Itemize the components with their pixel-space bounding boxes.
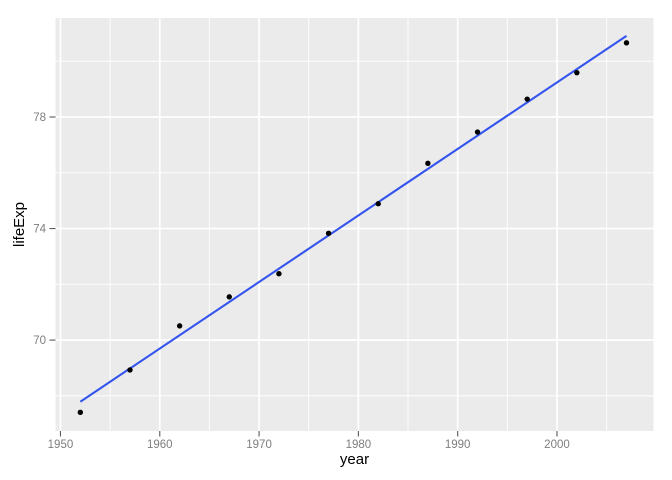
data-point	[127, 367, 133, 373]
minor-gridlines	[55, 18, 654, 431]
x-tick-label: 2000	[544, 439, 570, 451]
plot-panel	[55, 18, 654, 431]
trend-line-layer	[79, 34, 628, 403]
y-axis-title: lifeExp	[11, 202, 28, 247]
data-point	[226, 294, 232, 300]
y-tick-label: 74	[33, 224, 46, 236]
data-point	[375, 201, 381, 207]
trend-line	[79, 34, 628, 403]
y-tick-label: 78	[33, 112, 46, 124]
data-point	[425, 160, 431, 166]
major-gridlines	[55, 18, 654, 431]
data-point	[276, 271, 282, 277]
x-tick-label: 1960	[147, 439, 173, 451]
x-tick-label: 1980	[346, 439, 372, 451]
data-point	[623, 40, 630, 46]
data-point	[474, 129, 481, 135]
x-tick-label: 1990	[445, 439, 471, 451]
x-tick-label: 1970	[246, 439, 272, 451]
axis-ticks	[49, 116, 558, 437]
axis-tick-labels: 1950 1960 1970 1980 1990 2000 70 74 78	[33, 112, 570, 451]
data-point	[524, 96, 530, 102]
x-axis-title: year	[340, 451, 369, 468]
y-tick-label: 70	[33, 335, 46, 347]
data-point	[77, 409, 84, 416]
x-tick-label: 1950	[48, 439, 74, 451]
data-point	[325, 230, 332, 236]
data-points	[77, 40, 630, 416]
data-point	[574, 69, 580, 76]
data-point	[176, 323, 183, 329]
